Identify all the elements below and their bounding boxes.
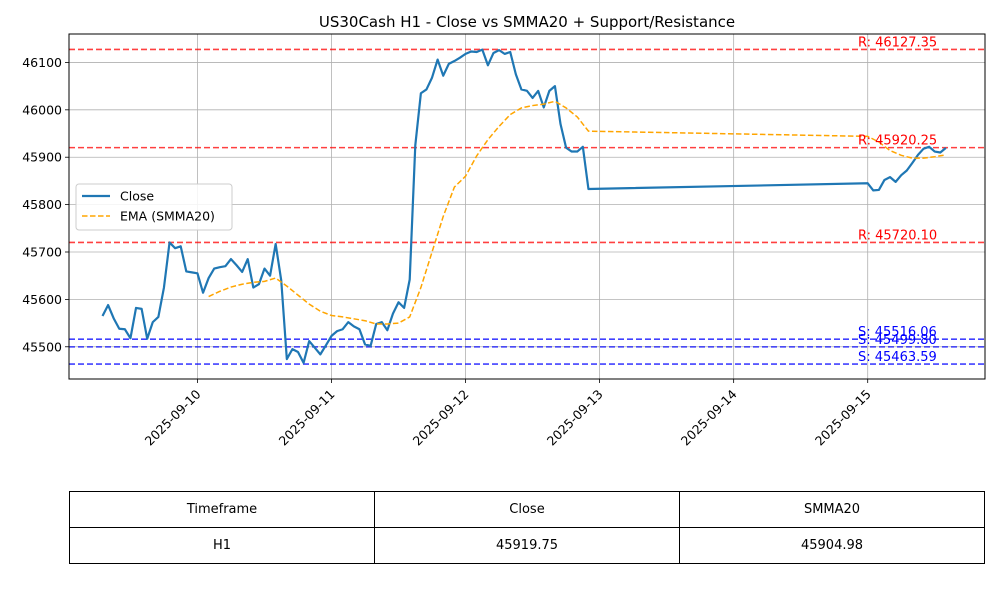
y-tick-label: 45900: [22, 150, 62, 165]
legend-label: Close: [120, 189, 154, 204]
legend-box: [75, 183, 233, 231]
x-tick-label: 2025-09-10: [142, 386, 204, 448]
chart: US30Cash H1 - Close vs SMMA20 + Support/…: [22, 13, 986, 449]
reference-labels: R: 46127.35 R: 45920.25 R: 45720.10 S: 4551…: [858, 35, 937, 365]
table-row: H1 45919.75 45904.98: [69, 527, 985, 564]
resistance-label: R: 45720.10: [858, 228, 937, 243]
y-tick-label: 45800: [22, 197, 62, 212]
y-tick-label: 45600: [22, 292, 62, 307]
support-label: S: 45516.06: [858, 325, 937, 340]
support-label: S: 45463.59: [858, 350, 937, 365]
x-tick-label: 2025-09-14: [678, 386, 740, 448]
cell-smma20: 45904.98: [679, 527, 985, 564]
header-smma20: SMMA20: [679, 491, 985, 528]
series-lines: [101, 48, 947, 364]
x-tick-label: 2025-09-12: [410, 387, 472, 449]
smma20-series-line: [208, 100, 947, 325]
y-tick-label: 46100: [22, 55, 62, 70]
plot-area-frame: [68, 33, 986, 380]
resistance-label: R: 46127.35: [858, 35, 937, 50]
summary-table: Timeframe Close SMMA20 H1 45919.75 45904…: [69, 491, 985, 564]
legend-label: EMA (SMMA20): [120, 209, 215, 224]
grid: [69, 34, 985, 379]
close-series-line: [101, 48, 947, 364]
cell-timeframe: H1: [69, 527, 375, 564]
table-header-row: Timeframe Close SMMA20: [69, 491, 985, 528]
support-label: S: 45499.80: [858, 333, 937, 348]
chart-title: US30Cash H1 - Close vs SMMA20 + Support/…: [319, 13, 735, 31]
header-timeframe: Timeframe: [69, 491, 375, 528]
x-tick-label: 2025-09-15: [812, 387, 874, 449]
cell-close: 45919.75: [374, 527, 680, 564]
x-tick-label: 2025-09-11: [276, 387, 338, 449]
y-tick-label: 45500: [22, 339, 62, 354]
header-close: Close: [374, 491, 680, 528]
x-tick-label: 2025-09-13: [544, 387, 606, 449]
legend: Close EMA (SMMA20): [75, 183, 233, 231]
resistance-label: R: 45920.25: [858, 134, 937, 149]
y-tick-label: 45700: [22, 244, 62, 259]
y-tick-label: 46000: [22, 102, 62, 117]
